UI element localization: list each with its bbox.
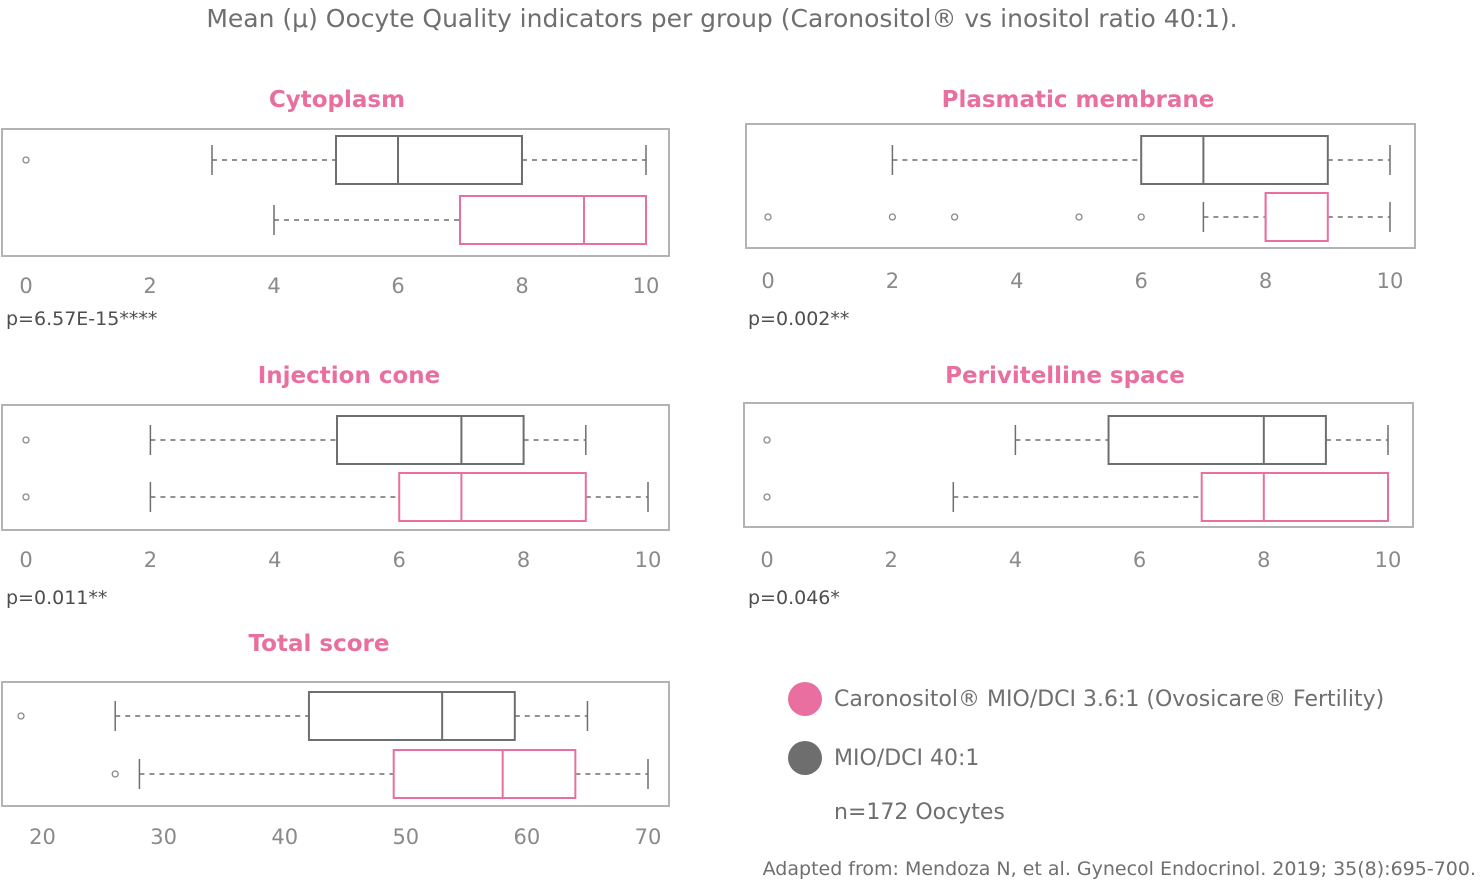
legend-swatch-caronositol bbox=[788, 682, 822, 716]
series-mio-dci bbox=[17, 691, 589, 741]
tick-label: 0 bbox=[761, 269, 774, 293]
panel-injection-cone: Injection cone 0 2 4 6 8 10 p=0.011** bbox=[1, 363, 670, 609]
tick-label: 6 bbox=[391, 274, 404, 298]
box-iqr bbox=[335, 135, 523, 185]
outlier-point bbox=[111, 770, 119, 778]
outlier-point bbox=[22, 156, 30, 164]
plot-frame bbox=[1, 681, 670, 807]
tick-label: 6 bbox=[393, 548, 406, 572]
panel-cytoplasm: Cytoplasm 0 2 4 6 8 10 p=6.57E-15**** bbox=[1, 87, 670, 330]
box-iqr bbox=[336, 415, 525, 465]
tick-label: 70 bbox=[635, 825, 662, 849]
plot-frame bbox=[745, 123, 1416, 249]
panel-perivitelline-space: Perivitelline space 0 2 4 6 8 10 p=0.046* bbox=[743, 363, 1414, 609]
tick-label: 50 bbox=[392, 825, 419, 849]
tick-label: 2 bbox=[144, 548, 157, 572]
tick-label: 60 bbox=[514, 825, 541, 849]
outlier-point bbox=[888, 213, 897, 221]
panel-title: Plasmatic membrane bbox=[942, 87, 1215, 113]
p-value: p=0.046* bbox=[748, 587, 840, 609]
tick-label: 30 bbox=[150, 825, 177, 849]
tick-label: 40 bbox=[271, 825, 298, 849]
series-mio-dci bbox=[22, 415, 587, 465]
outlier-point bbox=[950, 213, 959, 221]
tick-label: 4 bbox=[1010, 269, 1023, 293]
tick-label: 4 bbox=[267, 274, 280, 298]
panel-title: Perivitelline space bbox=[945, 363, 1185, 389]
outlier-point bbox=[764, 213, 772, 221]
series-caronositol bbox=[111, 749, 649, 799]
p-value: p=0.011** bbox=[6, 587, 107, 609]
panel-title: Cytoplasm bbox=[269, 87, 405, 113]
tick-label: 8 bbox=[1257, 548, 1270, 572]
tick-label: 0 bbox=[19, 548, 32, 572]
figure-title: Mean (μ) Oocyte Quality indicators per g… bbox=[206, 4, 1237, 33]
series-mio-dci bbox=[763, 415, 1389, 465]
panel-title: Injection cone bbox=[258, 363, 441, 389]
series-mio-dci bbox=[891, 135, 1391, 185]
tick-label: 8 bbox=[1259, 269, 1272, 293]
series-caronositol bbox=[273, 195, 647, 245]
series-caronositol bbox=[22, 472, 649, 522]
panel-plasmatic-membrane: Plasmatic membrane 0 2 4 6 8 10 p=0.002** bbox=[745, 87, 1416, 330]
box-iqr bbox=[398, 472, 587, 522]
panels: Cytoplasm 0 2 4 6 8 10 p=6.57E-15**** Plasmatic … bbox=[1, 87, 1416, 849]
box-iqr bbox=[1140, 135, 1329, 185]
box-iqr bbox=[1264, 192, 1329, 242]
box-iqr bbox=[1200, 472, 1389, 522]
series-caronositol bbox=[764, 192, 1391, 242]
box-iqr bbox=[307, 691, 516, 741]
box-iqr bbox=[459, 195, 647, 245]
series-mio-dci bbox=[22, 135, 647, 185]
outlier-point bbox=[17, 712, 25, 720]
tick-label: 8 bbox=[517, 548, 530, 572]
tick-label: 4 bbox=[1009, 548, 1022, 572]
series-caronositol bbox=[763, 472, 1389, 522]
panel-total-score: Total score 20 30 40 50 60 70 bbox=[1, 631, 670, 849]
tick-label: 2 bbox=[885, 548, 898, 572]
tick-label: 20 bbox=[29, 825, 56, 849]
outlier-point bbox=[1075, 213, 1083, 221]
tick-label: 2 bbox=[886, 269, 899, 293]
outlier-point bbox=[763, 493, 771, 501]
tick-label: 4 bbox=[268, 548, 281, 572]
tick-label: 10 bbox=[1377, 269, 1404, 293]
tick-label: 10 bbox=[1375, 548, 1402, 572]
tick-label: 8 bbox=[515, 274, 528, 298]
legend-sample-size: n=172 Oocytes bbox=[834, 800, 1005, 825]
tick-label: 0 bbox=[760, 548, 773, 572]
tick-label: 10 bbox=[633, 274, 660, 298]
box-iqr bbox=[392, 749, 577, 799]
p-value: p=0.002** bbox=[748, 308, 849, 330]
tick-label: 10 bbox=[635, 548, 662, 572]
plot-frame bbox=[743, 402, 1414, 528]
legend-label-caronositol: Caronositol® MIO/DCI 3.6:1 (Ovosicare® F… bbox=[834, 687, 1384, 712]
plot-frame bbox=[1, 404, 670, 531]
tick-label: 6 bbox=[1135, 269, 1148, 293]
p-value: p=6.57E-15**** bbox=[6, 308, 157, 330]
tick-label: 0 bbox=[19, 274, 32, 298]
outlier-point bbox=[22, 493, 30, 501]
source-citation: Adapted from: Mendoza N, et al. Gynecol … bbox=[763, 858, 1476, 880]
legend-label-mio-dci: MIO/DCI 40:1 bbox=[834, 746, 979, 771]
outlier-point bbox=[1137, 213, 1145, 221]
tick-label: 6 bbox=[1133, 548, 1146, 572]
panel-title: Total score bbox=[249, 631, 390, 657]
outlier-point bbox=[763, 436, 771, 444]
outlier-point bbox=[22, 436, 30, 444]
box-iqr bbox=[1107, 415, 1327, 465]
tick-label: 2 bbox=[143, 274, 156, 298]
legend: Caronositol® MIO/DCI 3.6:1 (Ovosicare® F… bbox=[788, 682, 1384, 825]
plot-frame bbox=[1, 128, 670, 257]
legend-swatch-mio-dci bbox=[788, 741, 822, 775]
